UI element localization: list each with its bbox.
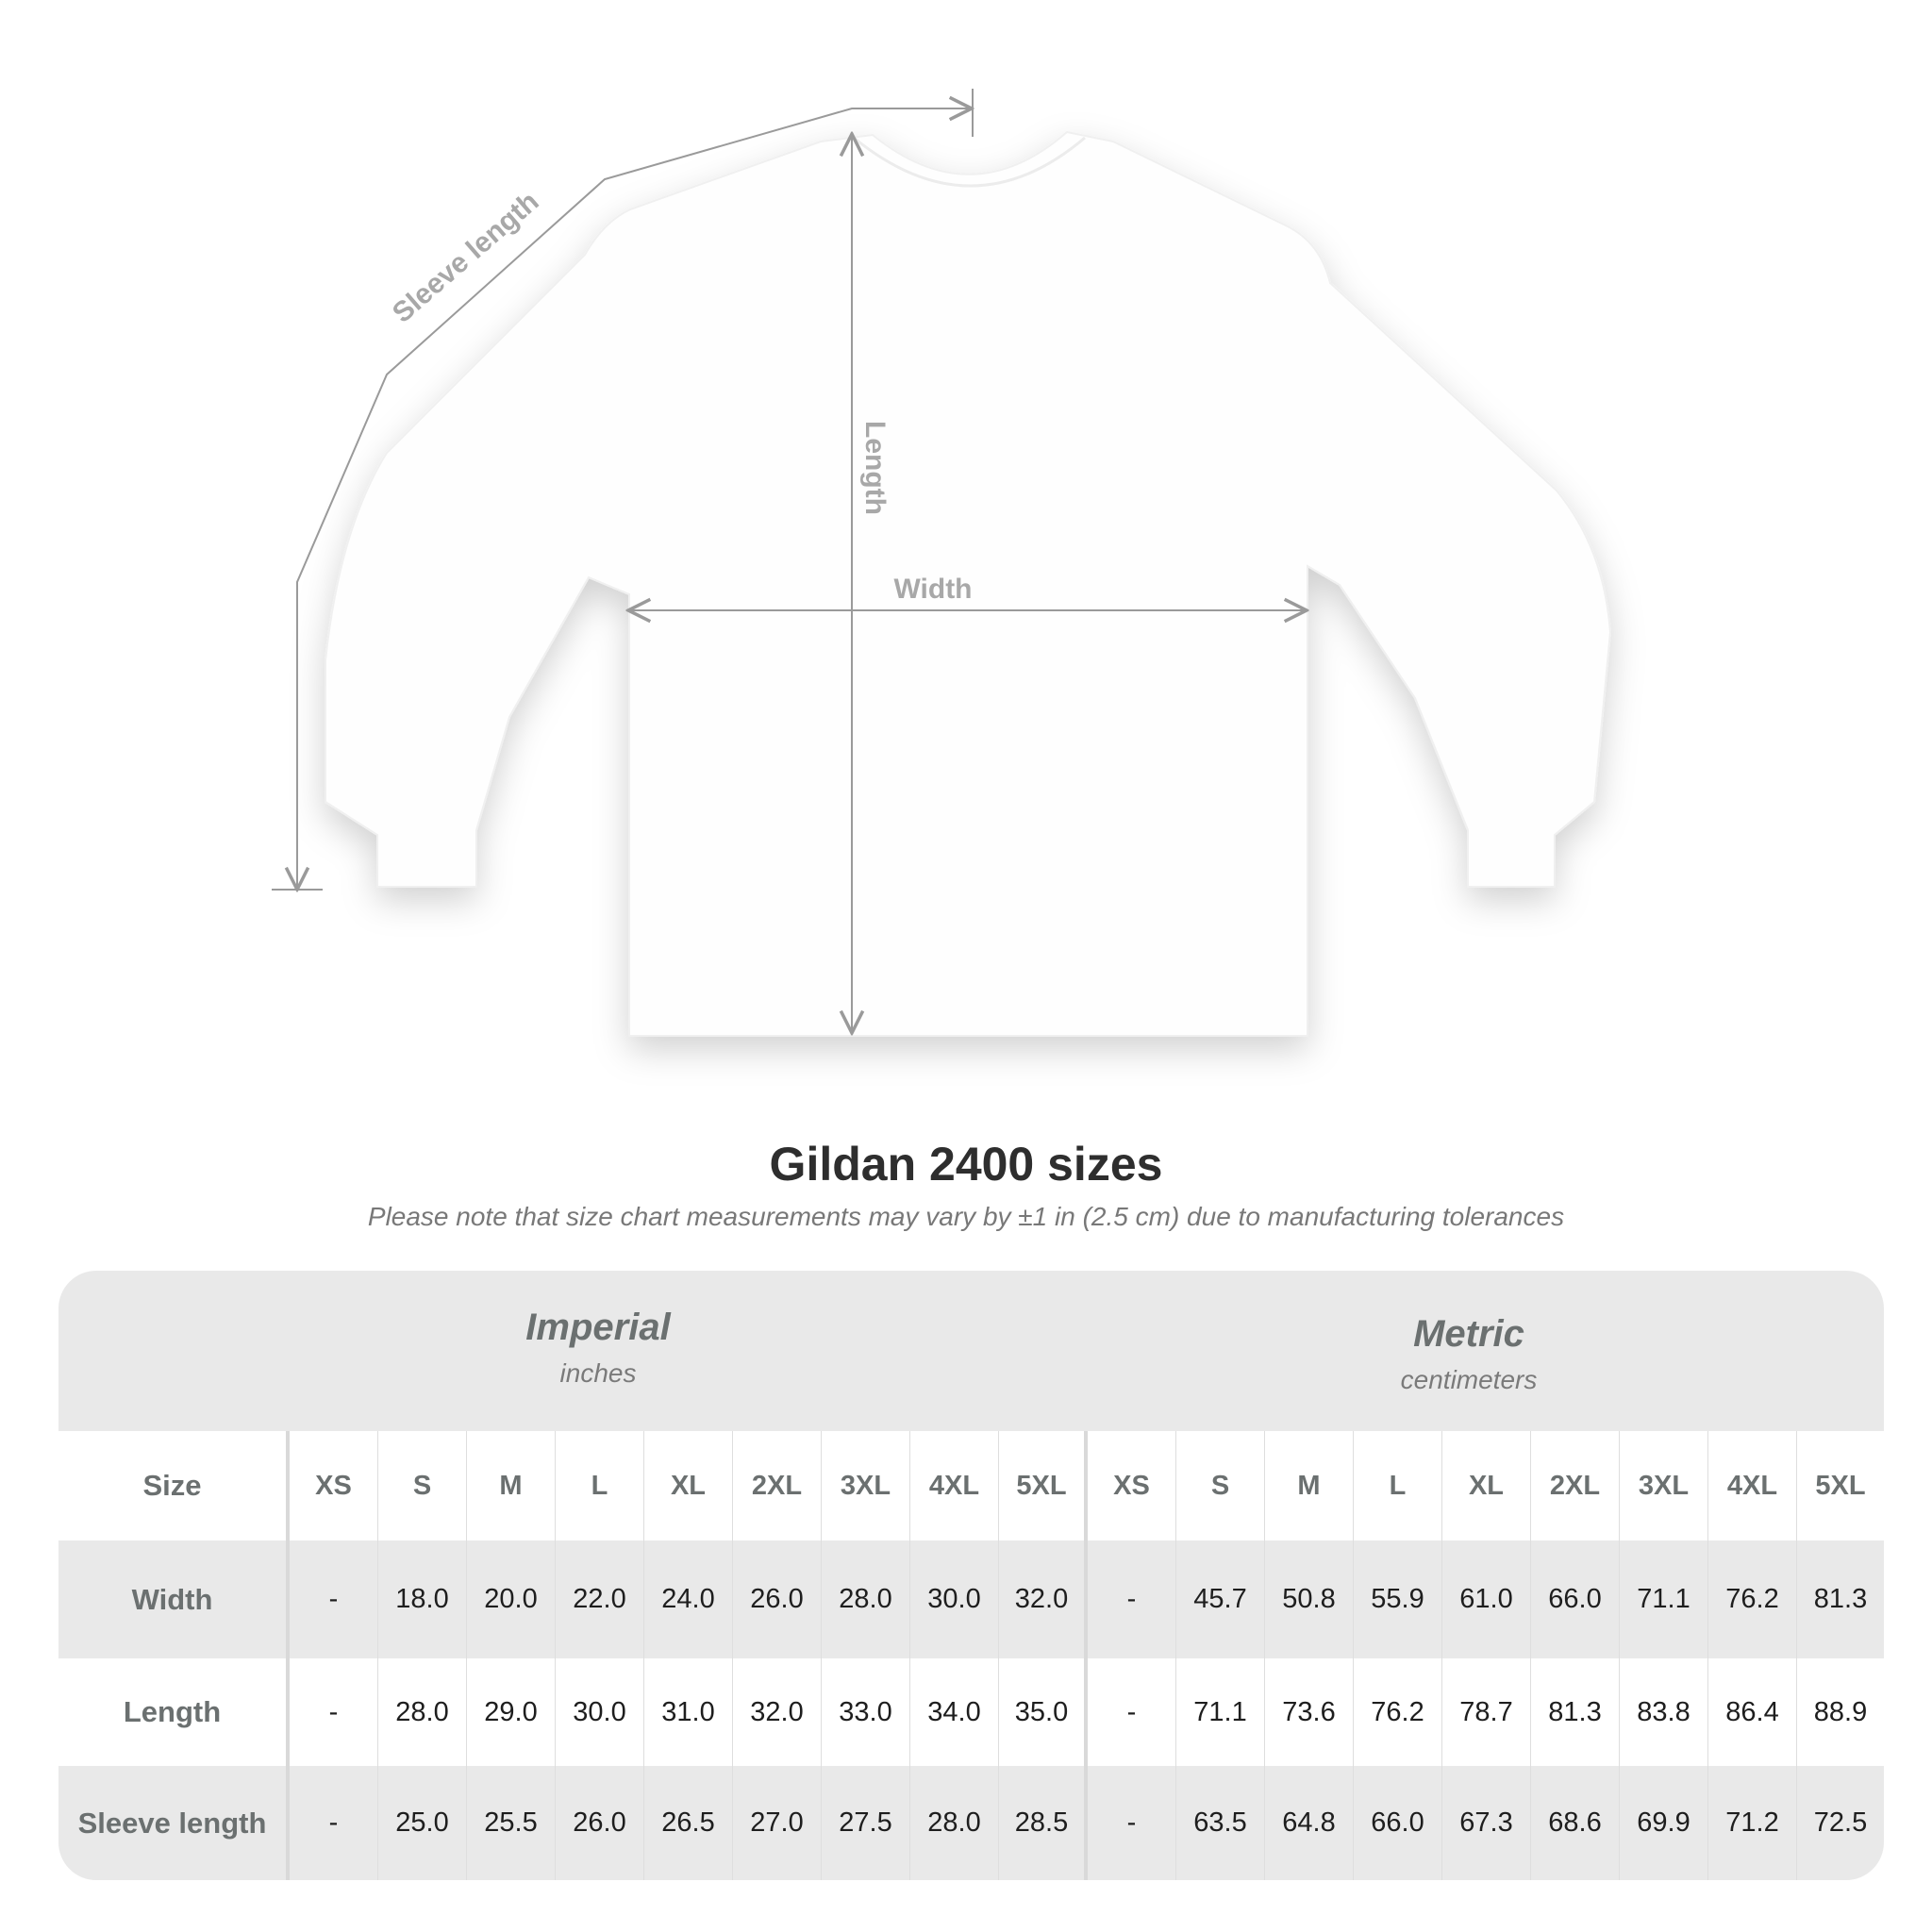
metric-size-l: L xyxy=(1354,1431,1442,1541)
metric-value: 66.0 xyxy=(1531,1541,1620,1658)
metric-unit: centimeters xyxy=(1400,1365,1538,1394)
metric-size-m: M xyxy=(1265,1431,1354,1541)
imperial-value: 25.0 xyxy=(378,1766,467,1880)
length-label: Length xyxy=(859,421,891,515)
metric-size-xs: XS xyxy=(1088,1431,1176,1541)
imperial-unit: inches xyxy=(559,1358,637,1388)
metric-value: 64.8 xyxy=(1265,1766,1354,1880)
imperial-value: 35.0 xyxy=(999,1658,1088,1766)
metric-value: 71.2 xyxy=(1708,1766,1797,1880)
metric-value: 50.8 xyxy=(1265,1541,1354,1658)
row-label: Sleeve length xyxy=(58,1766,290,1880)
metric-value: 81.3 xyxy=(1813,1584,1868,1614)
metric-value: 83.8 xyxy=(1620,1658,1708,1766)
imperial-value: 28.0 xyxy=(822,1541,910,1658)
imperial-size-xl: XL xyxy=(644,1431,733,1541)
imperial-size-5xl: 5XL xyxy=(999,1431,1088,1541)
imperial-title: Imperial xyxy=(525,1307,671,1348)
imperial-value: 34.0 xyxy=(910,1658,999,1766)
size-header-label: Size xyxy=(58,1431,290,1541)
size-header-row: Size XS S M L XL 2XL 3XL 4XL 5XL XS S M L XL 2XL 3XL 4XL 5… xyxy=(58,1431,1884,1541)
metric-value: 81.3 xyxy=(1531,1658,1620,1766)
imperial-size-4xl: 4XL xyxy=(910,1431,999,1541)
metric-value: 71.1 xyxy=(1176,1658,1265,1766)
metric-size-s: S xyxy=(1176,1431,1265,1541)
imperial-value: - xyxy=(290,1658,378,1766)
imperial-value: 20.0 xyxy=(467,1541,556,1658)
imperial-size-s: S xyxy=(378,1431,467,1541)
metric-value: 63.5 xyxy=(1176,1766,1265,1880)
imperial-value: 33.0 xyxy=(822,1658,910,1766)
metric-size-3xl: 3XL xyxy=(1620,1431,1708,1541)
imperial-value: 30.0 xyxy=(556,1658,644,1766)
imperial-value: 28.0 xyxy=(910,1766,999,1880)
metric-value: 67.3 xyxy=(1442,1766,1531,1880)
metric-value: 45.7 xyxy=(1176,1541,1265,1658)
metric-size-5xl: 5XL xyxy=(1815,1470,1866,1501)
imperial-value: 25.5 xyxy=(467,1766,556,1880)
imperial-value: 24.0 xyxy=(644,1541,733,1658)
shirt-measurement-diagram: Sleeve length Length Width xyxy=(272,89,1612,1037)
metric-value: 86.4 xyxy=(1708,1658,1797,1766)
metric-size-2xl: 2XL xyxy=(1531,1431,1620,1541)
metric-size-xl: XL xyxy=(1442,1431,1531,1541)
imperial-value: 18.0 xyxy=(378,1541,467,1658)
row-label: Width xyxy=(58,1541,290,1658)
metric-header: Metric centimeters xyxy=(1233,1313,1705,1395)
metric-value: 66.0 xyxy=(1354,1766,1442,1880)
metric-value: - xyxy=(1088,1766,1176,1880)
imperial-value: 29.0 xyxy=(467,1658,556,1766)
imperial-value: 32.0 xyxy=(733,1658,822,1766)
imperial-value: 30.0 xyxy=(910,1541,999,1658)
imperial-value: - xyxy=(290,1766,378,1880)
imperial-value: 28.5 xyxy=(999,1766,1088,1880)
measurement-lines xyxy=(272,89,1307,1033)
metric-value: - xyxy=(1088,1541,1176,1658)
metric-value: 76.2 xyxy=(1708,1541,1797,1658)
imperial-value: 32.0 xyxy=(999,1541,1088,1658)
tolerance-note: Please note that size chart measurements… xyxy=(367,1202,1565,1231)
metric-value: 55.9 xyxy=(1354,1541,1442,1658)
metric-value: 72.5 xyxy=(1813,1807,1868,1838)
metric-value: 61.0 xyxy=(1442,1541,1531,1658)
imperial-size-3xl: 3XL xyxy=(822,1431,910,1541)
metric-title: Metric xyxy=(1413,1313,1524,1355)
row-label: Length xyxy=(58,1658,290,1766)
table-row-sleeve-length: Sleeve length -25.0 25.5 26.0 26.5 27.0 27.5 28… xyxy=(58,1766,1884,1880)
metric-value: 69.9 xyxy=(1620,1766,1708,1880)
table-row-width: Width -18.0 20.0 22.0 24.0 26.0 28.0 30.0 32.0-4… xyxy=(58,1541,1884,1658)
width-label: Width xyxy=(893,574,972,605)
imperial-value: 27.5 xyxy=(822,1766,910,1880)
page-title: Gildan 2400 sizes xyxy=(769,1138,1163,1191)
imperial-size-xs: XS xyxy=(290,1431,378,1541)
metric-value: 76.2 xyxy=(1354,1658,1442,1766)
table-row-length: Length -28.0 29.0 30.0 31.0 32.0 33.0 34.0 35.0-… xyxy=(58,1658,1884,1766)
imperial-value: 26.5 xyxy=(644,1766,733,1880)
imperial-value: 27.0 xyxy=(733,1766,822,1880)
imperial-value: - xyxy=(290,1541,378,1658)
metric-value: - xyxy=(1088,1658,1176,1766)
imperial-value: 22.0 xyxy=(556,1541,644,1658)
sleeve-length-label: Sleeve length xyxy=(387,186,545,329)
metric-value: 71.1 xyxy=(1620,1541,1708,1658)
imperial-header: Imperial inches xyxy=(362,1307,834,1389)
imperial-value: 28.0 xyxy=(378,1658,467,1766)
metric-value: 68.6 xyxy=(1531,1766,1620,1880)
metric-value: 78.7 xyxy=(1442,1658,1531,1766)
metric-size-4xl: 4XL xyxy=(1708,1431,1797,1541)
unit-header-band: Imperial inches Metric centimeters xyxy=(58,1271,1884,1431)
metric-value: 73.6 xyxy=(1265,1658,1354,1766)
imperial-size-m: M xyxy=(467,1431,556,1541)
imperial-size-2xl: 2XL xyxy=(733,1431,822,1541)
imperial-value: 31.0 xyxy=(644,1658,733,1766)
size-chart-table: Imperial inches Metric centimeters Size X… xyxy=(58,1271,1884,1880)
metric-value: 88.9 xyxy=(1813,1696,1868,1727)
imperial-size-l: L xyxy=(556,1431,644,1541)
imperial-value: 26.0 xyxy=(556,1766,644,1880)
sleeve-length-line xyxy=(297,108,972,890)
imperial-value: 26.0 xyxy=(733,1541,822,1658)
